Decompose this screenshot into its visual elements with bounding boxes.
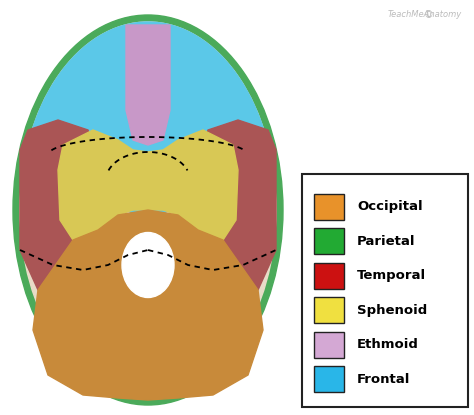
- Ellipse shape: [20, 22, 276, 398]
- Text: Ethmoid: Ethmoid: [357, 338, 419, 351]
- FancyBboxPatch shape: [302, 174, 468, 407]
- Text: ©: ©: [424, 10, 434, 20]
- FancyBboxPatch shape: [314, 366, 344, 392]
- FancyBboxPatch shape: [314, 263, 344, 289]
- Ellipse shape: [122, 232, 174, 298]
- Polygon shape: [27, 22, 268, 215]
- Text: Parietal: Parietal: [357, 235, 415, 248]
- Text: TeachMeAnatomy: TeachMeAnatomy: [388, 10, 462, 20]
- Polygon shape: [33, 210, 263, 400]
- Text: Temporal: Temporal: [357, 269, 426, 282]
- FancyBboxPatch shape: [314, 332, 344, 358]
- Polygon shape: [58, 130, 238, 240]
- Text: Occipital: Occipital: [357, 200, 422, 213]
- Polygon shape: [198, 120, 276, 300]
- Polygon shape: [126, 25, 170, 145]
- Ellipse shape: [13, 15, 283, 405]
- FancyBboxPatch shape: [314, 194, 344, 220]
- Text: Frontal: Frontal: [357, 373, 410, 386]
- Polygon shape: [20, 120, 98, 300]
- FancyBboxPatch shape: [314, 297, 344, 323]
- FancyBboxPatch shape: [314, 228, 344, 254]
- Text: Sphenoid: Sphenoid: [357, 304, 427, 317]
